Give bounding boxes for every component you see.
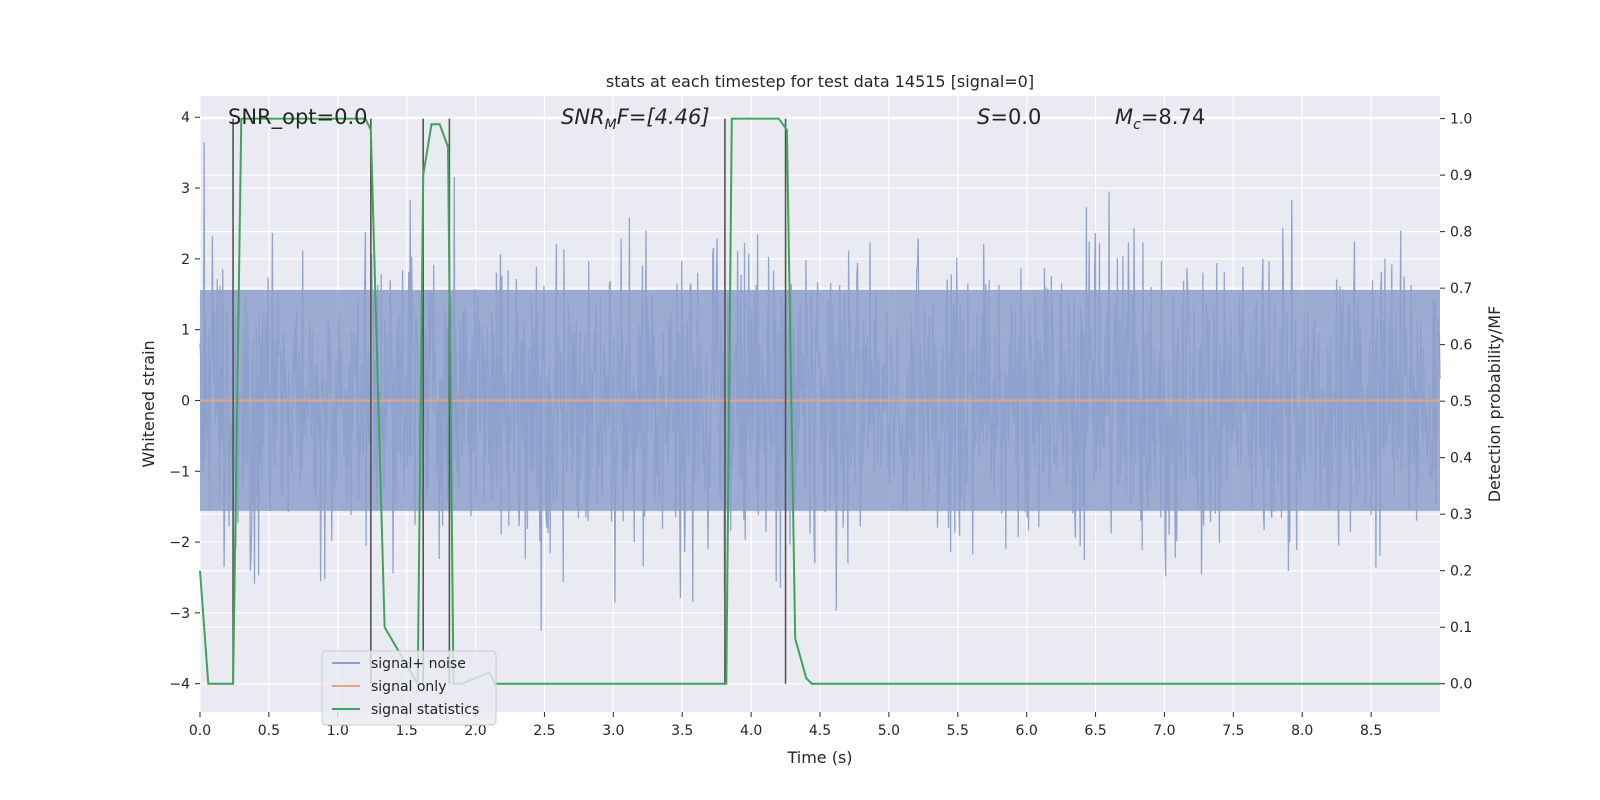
x-tick-label: 5.5 <box>947 723 969 739</box>
x-tick-label: 1.0 <box>327 723 349 739</box>
right-y-tick-label: 0.1 <box>1450 620 1472 636</box>
legend-label-noise: signal+ noise <box>371 656 466 672</box>
x-tick-label: 5.0 <box>878 723 900 739</box>
right-y-tick-label: 0.6 <box>1450 338 1472 354</box>
left-y-tick-label: 0 <box>181 393 190 409</box>
legend-label-signal-only: signal only <box>371 679 446 695</box>
right-y-tick-label: 0.2 <box>1450 564 1472 580</box>
x-tick-label: 1.5 <box>396 723 418 739</box>
left-y-tick-label: 3 <box>181 181 190 197</box>
annotation-mc: Mc=8.74 <box>1115 105 1205 133</box>
x-tick-label: 7.0 <box>1153 723 1175 739</box>
left-y-tick-label: 1 <box>181 323 190 339</box>
right-y-tick-label: 0.4 <box>1450 451 1472 467</box>
x-tick-label: 3.5 <box>671 723 693 739</box>
x-tick-label: 8.5 <box>1360 723 1382 739</box>
right-y-tick-label: 0.0 <box>1450 677 1472 693</box>
right-y-tick-label: 0.3 <box>1450 507 1472 523</box>
x-axis-label: Time (s) <box>786 748 852 767</box>
annotation-snr-mf-sub: M <box>605 117 617 133</box>
annotation-mc-sub: c <box>1133 117 1141 133</box>
right-y-axis-ticks: 0.0 0.1 0.2 0.3 0.4 0.5 0.6 0.7 0.8 0.9 1.0 <box>1440 112 1472 693</box>
right-y-tick-label: 0.9 <box>1450 168 1472 184</box>
annotation-snr-mf-tail: F=[4.46] <box>617 105 710 129</box>
left-y-tick-label: −3 <box>169 606 190 622</box>
x-tick-label: 3.0 <box>602 723 624 739</box>
x-tick-label: 6.5 <box>1084 723 1106 739</box>
x-tick-label: 4.5 <box>809 723 831 739</box>
legend-label-signal-statistics: signal statistics <box>371 702 479 718</box>
left-y-tick-label: −4 <box>169 677 190 693</box>
legend: signal+ noise signal only signal statist… <box>321 650 497 726</box>
annotation-snr-opt: SNR_opt=0.0 <box>228 105 368 130</box>
left-y-tick-label: 2 <box>181 252 190 268</box>
chart-title: stats at each timestep for test data 145… <box>606 72 1034 91</box>
annotation-snr-mf-main: SNR <box>561 105 605 129</box>
right-y-tick-label: 0.8 <box>1450 225 1472 241</box>
left-y-axis-ticks: −4 −3 −2 −1 0 1 2 3 4 <box>169 110 200 693</box>
x-tick-label: 2.5 <box>533 723 555 739</box>
right-y-tick-label: 1.0 <box>1450 112 1472 128</box>
x-tick-label: 0.0 <box>189 723 211 739</box>
left-y-tick-label: −2 <box>169 535 190 551</box>
x-tick-label: 8.0 <box>1291 723 1313 739</box>
x-tick-label: 6.0 <box>1016 723 1038 739</box>
annotation-s-main: S <box>977 105 990 129</box>
annotation-mc-main: M <box>1115 105 1133 129</box>
x-tick-label: 7.5 <box>1222 723 1244 739</box>
right-y-tick-label: 0.5 <box>1450 394 1472 410</box>
x-tick-label: 4.0 <box>740 723 762 739</box>
x-axis-ticks: 0.0 0.5 1.0 1.5 2.0 2.5 3.0 3.5 4.0 4.5 5.0 5.5 6.0 6… <box>189 712 1382 739</box>
x-tick-label: 2.0 <box>464 723 486 739</box>
annotation-mc-tail: =8.74 <box>1141 105 1205 129</box>
left-y-axis-label: Whitened strain <box>139 340 158 467</box>
noise-trace <box>199 142 1441 632</box>
x-tick-label: 0.5 <box>258 723 280 739</box>
left-y-tick-label: 4 <box>181 110 190 126</box>
right-y-axis-label: Detection probability/MF <box>1485 306 1504 503</box>
annotation-s: S=0.0 <box>977 105 1041 129</box>
right-y-tick-label: 0.7 <box>1450 281 1472 297</box>
annotation-s-tail: =0.0 <box>990 105 1041 129</box>
left-y-tick-label: −1 <box>169 464 190 480</box>
annotation-snr-mf: SNRMF=[4.46] <box>561 105 710 133</box>
legend-box <box>321 650 497 726</box>
